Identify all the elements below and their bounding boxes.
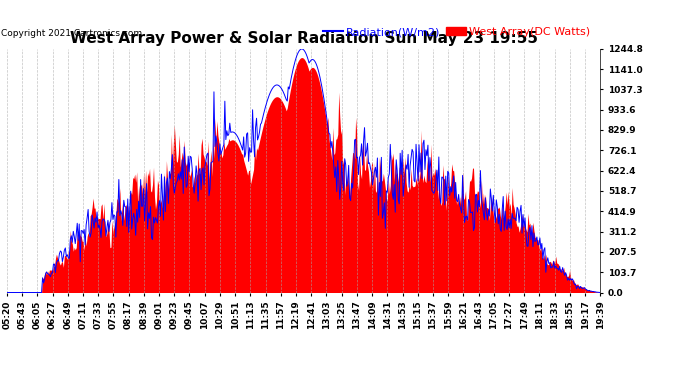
Legend: Radiation(W/m2), West Array(DC Watts): Radiation(W/m2), West Array(DC Watts)	[318, 22, 595, 42]
Title: West Array Power & Solar Radiation Sun May 23 19:55: West Array Power & Solar Radiation Sun M…	[70, 31, 538, 46]
Text: Copyright 2021 Cartronics.com: Copyright 2021 Cartronics.com	[1, 29, 142, 38]
